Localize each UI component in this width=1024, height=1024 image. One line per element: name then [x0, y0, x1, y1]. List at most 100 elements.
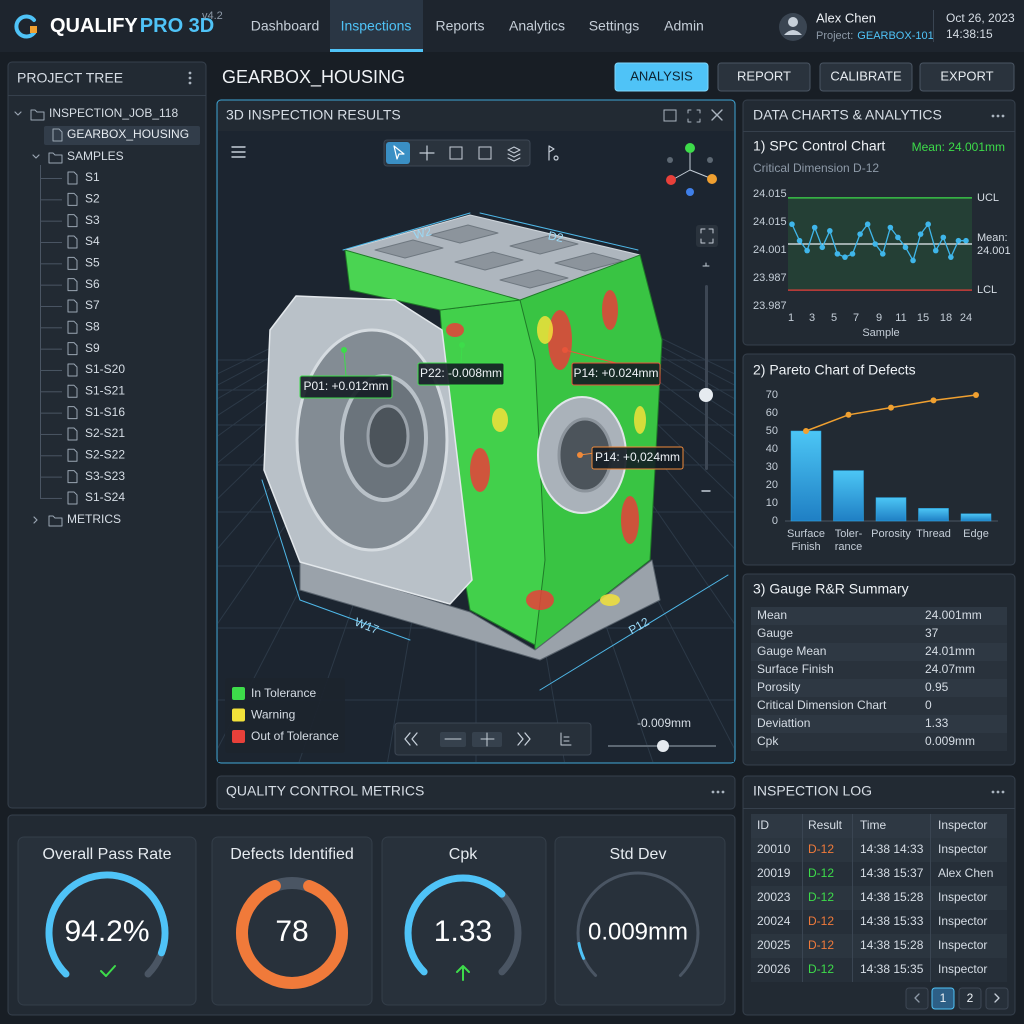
tree-guide	[40, 476, 62, 478]
nav-item[interactable]: Inspections	[341, 18, 412, 34]
file-icon	[67, 171, 78, 185]
x-tick-label: Toler-	[835, 528, 863, 540]
axis-x	[666, 175, 676, 185]
tree-node[interactable]: SAMPLES	[67, 149, 124, 163]
part-title: GEARBOX_HOUSING	[222, 67, 405, 88]
action-button[interactable]	[614, 62, 709, 92]
nav-item[interactable]: Settings	[589, 18, 640, 34]
dimension-label: D2	[547, 228, 565, 245]
file-icon	[67, 235, 78, 249]
zoom-fit[interactable]	[696, 225, 718, 247]
tree-node[interactable]: S8	[85, 319, 100, 333]
warning-area	[537, 316, 553, 344]
nav-item[interactable]: Reports	[435, 18, 484, 34]
tree-node[interactable]: S9	[85, 341, 100, 355]
x-tick-label: 1	[788, 312, 794, 324]
tree-node[interactable]: S5	[85, 255, 100, 269]
action-label[interactable]: EXPORT	[940, 68, 993, 83]
page-next[interactable]	[985, 987, 1009, 1010]
action-button[interactable]	[717, 62, 811, 92]
legend-swatch	[232, 730, 245, 743]
tree-node[interactable]: S2-S21	[85, 426, 125, 440]
tree-node[interactable]: S4	[85, 234, 100, 248]
zoom-track	[705, 285, 708, 470]
tree-node[interactable]: S3	[85, 213, 100, 227]
tree-node[interactable]: S7	[85, 298, 100, 312]
table-cell: 14:38 15:37	[860, 866, 924, 880]
legend-label: Warning	[251, 708, 295, 722]
warning-area	[492, 408, 508, 432]
table-cell: 37	[925, 626, 939, 640]
page-label[interactable]: 1	[940, 991, 947, 1005]
zoom-plus	[702, 262, 710, 267]
metrics-title-bar	[216, 775, 736, 810]
callout-point	[341, 347, 347, 353]
y-tick-label: 60	[766, 407, 778, 419]
tree-node[interactable]: S2	[85, 192, 100, 206]
avatar-body	[784, 30, 802, 35]
project-label: Project:	[816, 30, 853, 42]
table-cell: Alex Chen	[938, 866, 993, 880]
tree-node[interactable]: S1	[85, 170, 100, 184]
metric-title: Defects Identified	[230, 846, 354, 863]
action-label[interactable]: CALIBRATE	[830, 68, 902, 83]
column-divider	[802, 838, 803, 982]
tree-node[interactable]: S1-S24	[85, 490, 125, 504]
tree-node[interactable]: INSPECTION_JOB_118	[49, 106, 178, 120]
tree-node[interactable]: S1-S20	[85, 362, 125, 376]
table-row	[751, 733, 1007, 751]
cumulative-point	[803, 428, 809, 434]
nav-item[interactable]: Admin	[664, 18, 704, 34]
logo-square	[30, 26, 37, 33]
nav-item[interactable]: Dashboard	[251, 18, 320, 34]
action-button[interactable]	[819, 62, 913, 92]
tree-node[interactable]: S3-S23	[85, 469, 125, 483]
tree-node[interactable]: S2-S22	[85, 447, 125, 461]
tree-guide	[40, 165, 41, 499]
x-tick-label: Porosity	[871, 528, 911, 540]
dimension-line	[539, 574, 729, 691]
tool-grid	[449, 146, 463, 160]
file-icon	[67, 363, 78, 377]
out-of-tolerance-area	[602, 290, 618, 330]
model-base	[299, 559, 661, 661]
tree-node[interactable]: S1-S16	[85, 405, 125, 419]
panel-title: INSPECTION LOG	[753, 783, 872, 799]
table-row	[751, 715, 1007, 733]
nav-item[interactable]: Analytics	[509, 18, 565, 34]
tool-active[interactable]	[386, 142, 410, 164]
metric-title: Cpk	[449, 846, 478, 863]
pareto-bar	[833, 470, 864, 522]
folder-icon	[30, 109, 45, 121]
metric-value: 1.33	[434, 915, 492, 948]
page-button[interactable]	[931, 987, 955, 1010]
page-button[interactable]	[958, 987, 982, 1010]
icon-up	[456, 965, 470, 981]
table-row	[751, 679, 1007, 697]
panel-title: DATA CHARTS & ANALYTICS	[753, 107, 942, 123]
table-cell: Critical Dimension Chart	[757, 698, 887, 712]
tree-node[interactable]: METRICS	[67, 512, 121, 526]
page-label[interactable]: 2	[967, 991, 974, 1005]
pareto-bar	[960, 513, 992, 522]
metric-value: 78	[275, 915, 308, 948]
tree-node[interactable]: GEARBOX_HOUSING	[67, 127, 189, 141]
page-prev[interactable]	[905, 987, 929, 1010]
callout-label: P22: -0.008mm	[420, 366, 502, 380]
folder-icon	[48, 152, 63, 164]
action-label[interactable]: REPORT	[737, 68, 791, 83]
table-row	[751, 661, 1007, 679]
cumulative-point	[930, 397, 937, 404]
table-cell: 14:38 14:33	[860, 842, 924, 856]
file-icon	[67, 384, 78, 398]
dimension-label: W2	[412, 224, 433, 242]
tree-node[interactable]: S1-S21	[85, 383, 125, 397]
action-button[interactable]	[919, 62, 1015, 92]
tree-node[interactable]: S6	[85, 277, 100, 291]
file-icon	[67, 192, 78, 206]
menu-dot	[1001, 114, 1005, 118]
legend-swatch	[232, 708, 245, 722]
deviation-label: -0.009mm	[637, 716, 691, 730]
action-label[interactable]: ANALYSIS	[630, 68, 693, 83]
legend-box	[225, 678, 345, 753]
